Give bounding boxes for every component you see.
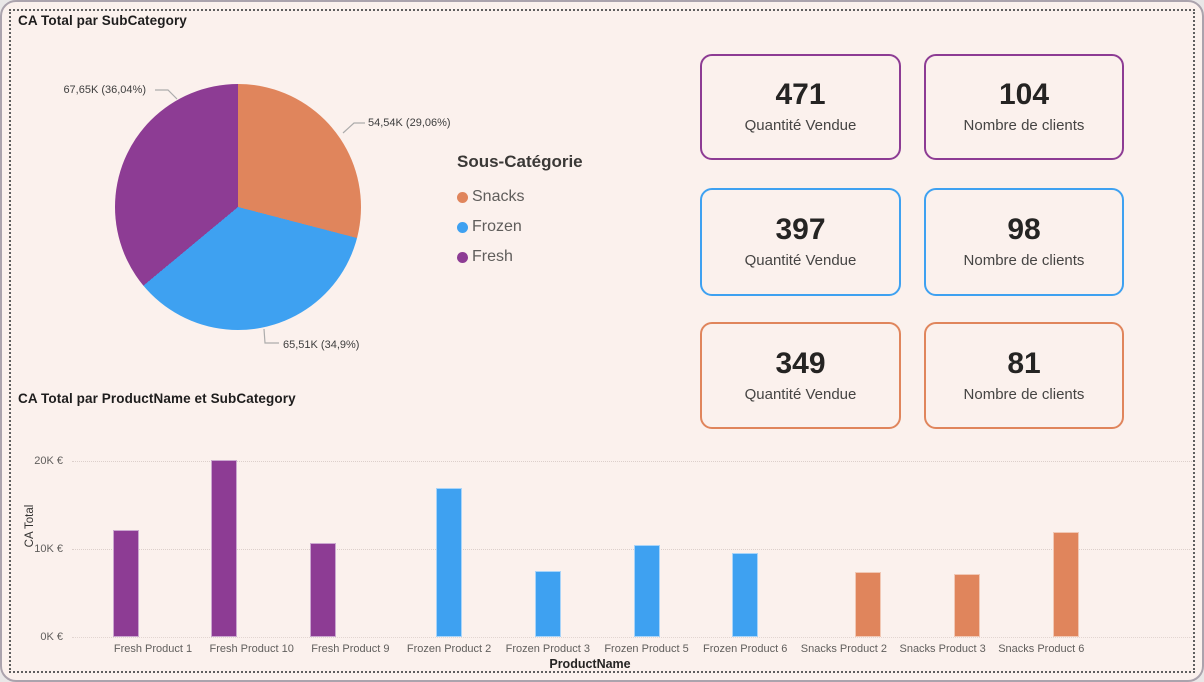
bar-fresh-product-9[interactable]: [309, 543, 336, 637]
bar-frozen-product-5[interactable]: [633, 545, 660, 637]
bar-frozen-product-2[interactable]: [436, 488, 463, 637]
x-category-label: Frozen Product 3: [505, 643, 590, 655]
y-axis-title: CA Total: [24, 504, 36, 548]
gridline-20k: [72, 461, 1192, 462]
x-category-label: Fresh Product 9: [311, 643, 390, 655]
kpi-value: 471: [775, 78, 826, 111]
kpi-value: 349: [775, 346, 826, 380]
legend-item-label: Snacks: [472, 188, 525, 205]
legend-item-label: Fresh: [472, 248, 513, 265]
x-category-label: Frozen Product 5: [604, 643, 689, 655]
snacks-color-dot-icon: [457, 191, 468, 203]
kpi-label: Quantité Vendue: [744, 117, 857, 134]
bar-frozen-product-3[interactable]: [534, 571, 561, 637]
kpi-card-snacks-quantity[interactable]: 349 Quantité Vendue: [700, 322, 901, 429]
kpi-card-snacks-clients[interactable]: 81 Nombre de clients: [924, 322, 1124, 429]
fresh-color-dot-icon: [457, 251, 468, 263]
x-category-label: Snacks Product 6: [998, 643, 1085, 655]
legend-item-fresh[interactable]: Fresh: [457, 242, 583, 272]
kpi-card-frozen-quantity[interactable]: 397 Quantité Vendue: [700, 188, 901, 296]
x-category-label: Frozen Product 2: [406, 643, 492, 655]
bar-snacks-product-3[interactable]: [954, 574, 981, 637]
y-tick-20k: 20K €: [34, 455, 63, 467]
gridline-0k: [72, 637, 1192, 638]
kpi-value: 104: [998, 78, 1050, 111]
gridline-10k: [72, 549, 1192, 550]
y-tick-10k: 10K €: [34, 543, 63, 555]
x-category-label: Snacks Product 2: [800, 643, 887, 655]
x-category-label: Snacks Product 3: [899, 643, 986, 655]
pie-label-frozen: 65,51K (34,9%): [283, 339, 360, 351]
bar-snacks-product-6[interactable]: [1052, 532, 1079, 637]
kpi-value: 81: [1007, 346, 1041, 380]
bar-snacks-product-2[interactable]: [855, 572, 882, 637]
kpi-value: 397: [775, 213, 826, 246]
bar-frozen-product-6[interactable]: [732, 553, 759, 637]
kpi-label: Nombre de clients: [963, 252, 1085, 269]
bar-fresh-product-10[interactable]: [211, 460, 238, 637]
kpi-value: 98: [1007, 213, 1041, 246]
kpi-label: Quantité Vendue: [744, 252, 857, 269]
kpi-label: Quantité Vendue: [744, 385, 857, 403]
pie-legend: Sous-Catégorie Snacks Frozen Fresh: [457, 152, 583, 272]
frozen-color-dot-icon: [457, 221, 468, 233]
pie-chart[interactable]: [115, 84, 361, 330]
kpi-label: Nombre de clients: [963, 117, 1085, 134]
kpi-card-frozen-clients[interactable]: 98 Nombre de clients: [924, 188, 1124, 296]
x-category-label: Fresh Product 1: [113, 643, 193, 655]
legend-item-frozen[interactable]: Frozen: [457, 212, 583, 242]
kpi-card-fresh-quantity[interactable]: 471 Quantité Vendue: [700, 54, 901, 160]
x-category-label: Frozen Product 6: [703, 643, 788, 655]
y-tick-0k: 0K €: [40, 631, 63, 643]
x-axis-title: ProductName: [549, 657, 631, 671]
legend-item-snacks[interactable]: Snacks: [457, 182, 583, 212]
pie-label-fresh: 67,65K (36,04%): [63, 84, 146, 96]
pie-label-snacks: 54,54K (29,06%): [368, 117, 451, 129]
legend-item-label: Frozen: [472, 218, 522, 235]
bar-fresh-product-1[interactable]: [112, 530, 139, 637]
kpi-label: Nombre de clients: [963, 385, 1085, 403]
kpi-card-fresh-clients[interactable]: 104 Nombre de clients: [924, 54, 1124, 160]
pie-visual-title: CA Total par SubCategory: [18, 13, 187, 28]
bar-visual-title: CA Total par ProductName et SubCategory: [18, 391, 296, 406]
legend-title: Sous-Catégorie: [457, 152, 583, 171]
x-category-label: Fresh Product 10: [209, 643, 294, 655]
